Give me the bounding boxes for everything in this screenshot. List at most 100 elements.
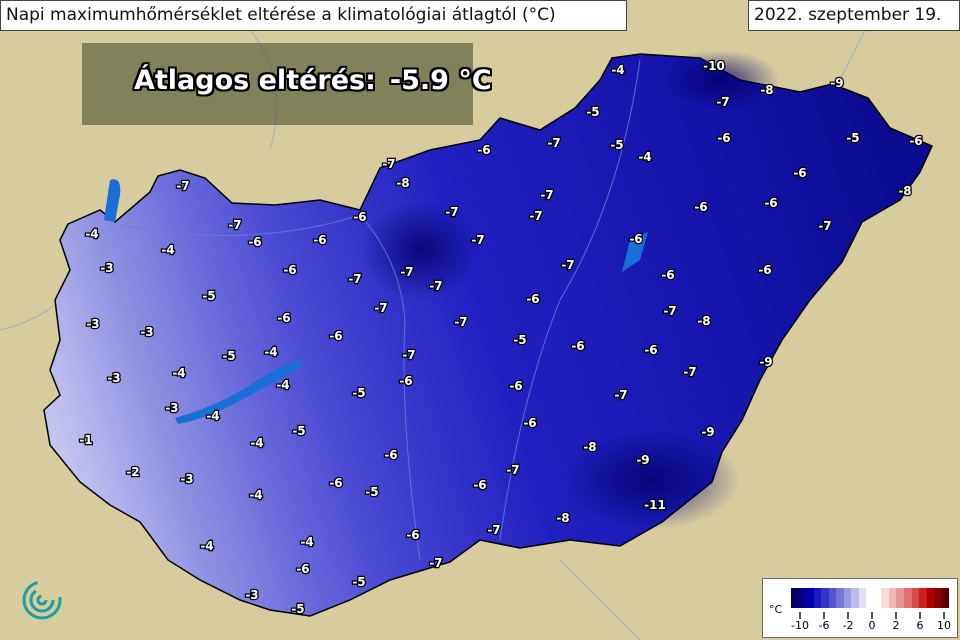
station-value: -4 — [249, 488, 262, 502]
average-label: Átlagos eltérés: — [134, 65, 376, 96]
legend-tick-label: 2 — [892, 619, 900, 632]
station-value: -6 — [909, 134, 922, 148]
station-value: -5 — [352, 575, 365, 589]
legend-tick-mark — [919, 612, 921, 619]
legend-tick-label: 0 — [868, 619, 876, 632]
map-date: 2022. szeptember 19. — [748, 0, 960, 31]
station-value: -3 — [165, 401, 178, 415]
station-value: -6 — [764, 196, 777, 210]
legend-color-step — [828, 588, 837, 608]
station-value: -8 — [583, 440, 596, 454]
station-value: -6 — [526, 292, 539, 306]
station-value: -4 — [250, 436, 263, 450]
station-value: -7 — [402, 348, 415, 362]
legend-color-step — [791, 588, 799, 608]
legend-color-step — [888, 588, 897, 608]
station-value: -6 — [473, 478, 486, 492]
legend-tick-mark — [823, 612, 825, 619]
station-value: -4 — [264, 345, 277, 359]
station-value: -6 — [353, 210, 366, 224]
station-value: -6 — [694, 200, 707, 214]
station-value: -3 — [245, 588, 258, 602]
station-value: -8 — [556, 511, 569, 525]
legend-tick-label: 6 — [916, 619, 924, 632]
legend-tick-mark — [943, 612, 945, 619]
legend-tick-label: -6 — [818, 619, 830, 632]
legend-colorbar — [791, 588, 950, 608]
legend-color-step — [934, 588, 942, 608]
station-value: -6 — [384, 448, 397, 462]
legend-color-step — [941, 588, 950, 608]
station-value: -6 — [793, 166, 806, 180]
station-value: -4 — [638, 150, 651, 164]
station-value: -6 — [571, 339, 584, 353]
legend-color-step — [821, 588, 829, 608]
station-value: -4 — [172, 366, 185, 380]
station-value: -5 — [610, 138, 623, 152]
station-value: -5 — [846, 131, 859, 145]
legend-color-step — [881, 588, 889, 608]
station-value: -5 — [291, 602, 304, 616]
station-value: -5 — [222, 349, 235, 363]
legend-color-step — [851, 588, 859, 608]
station-value: -4 — [85, 227, 98, 241]
legend-color-step — [911, 588, 920, 608]
legend-color-step — [843, 588, 852, 608]
legend-color-step — [926, 588, 935, 608]
station-value: -6 — [717, 131, 730, 145]
station-value: -7 — [429, 279, 442, 293]
legend-unit: °C — [769, 603, 783, 616]
legend-tick-mark — [871, 612, 873, 619]
station-value: -6 — [406, 528, 419, 542]
cold-core-mountains — [360, 200, 480, 300]
station-value: -5 — [365, 485, 378, 499]
station-value: -5 — [352, 386, 365, 400]
station-value: -7 — [176, 179, 189, 193]
legend-tick-label: -2 — [842, 619, 854, 632]
station-value: -6 — [248, 235, 261, 249]
station-value: -6 — [399, 374, 412, 388]
legend-tick-label: -10 — [791, 619, 809, 632]
station-value: -4 — [161, 243, 174, 257]
station-value: -5 — [292, 424, 305, 438]
legend-tick-mark — [799, 612, 801, 619]
station-value: -11 — [644, 498, 666, 512]
legend-color-step — [836, 588, 844, 608]
station-value: -6 — [758, 263, 771, 277]
legend-color-step — [806, 588, 814, 608]
legend-tick-mark — [895, 612, 897, 619]
station-value: -7 — [454, 315, 467, 329]
station-value: -7 — [374, 301, 387, 315]
station-value: -7 — [614, 388, 627, 402]
station-value: -7 — [506, 463, 519, 477]
legend-color-step — [858, 588, 867, 608]
station-value: -6 — [523, 416, 536, 430]
station-value: -6 — [661, 268, 674, 282]
station-value: -4 — [276, 378, 289, 392]
station-value: -3 — [86, 317, 99, 331]
station-value: -4 — [611, 63, 624, 77]
legend-color-step — [866, 588, 874, 608]
station-value: -9 — [759, 355, 772, 369]
legend-color-step — [919, 588, 927, 608]
station-value: -7 — [716, 95, 729, 109]
station-value: -8 — [898, 184, 911, 198]
station-value: -4 — [300, 535, 313, 549]
station-value: -3 — [140, 325, 153, 339]
logo — [22, 580, 62, 620]
station-value: -6 — [329, 476, 342, 490]
station-value: -7 — [228, 218, 241, 232]
station-value: -5 — [513, 333, 526, 347]
station-value: -6 — [477, 143, 490, 157]
average-value: -5.9 °C — [389, 65, 492, 96]
lake-neusiedl — [104, 179, 121, 222]
legend-tick-label: 10 — [937, 619, 951, 632]
average-deviation-panel: Átlagos eltérés: -5.9 °C — [82, 43, 492, 125]
station-value: -6 — [644, 343, 657, 357]
station-value: -7 — [561, 258, 574, 272]
station-labels: -4 -10-8 -9-7-5-6 -5 -6-5-4-7-6-7-8-6-8-7-7-… — [78, 58, 924, 618]
station-value: -7 — [382, 157, 395, 171]
station-value: -9 — [636, 453, 649, 467]
rivers — [119, 59, 641, 561]
station-value: -4 — [206, 409, 219, 423]
